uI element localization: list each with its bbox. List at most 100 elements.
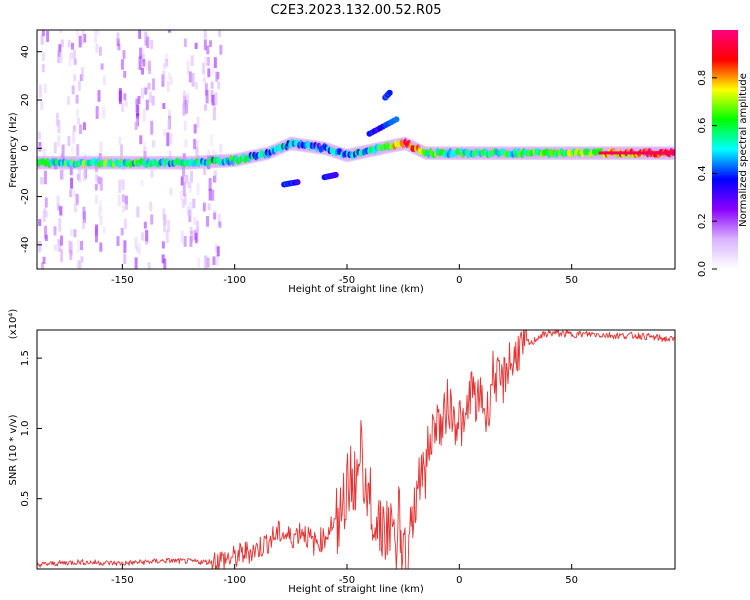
spectrogram-noise-cell <box>139 47 143 59</box>
spectrogram-noise-cell <box>183 95 187 109</box>
spectrogram-noise-cell <box>123 240 127 253</box>
spectrogram-noise-cell <box>102 106 106 119</box>
spectrogram-noise-cell <box>99 200 103 214</box>
spectrogram-noise-cell <box>204 104 208 111</box>
spectrogram-noise-cell <box>188 209 192 223</box>
spectrogram-x-tick-label: 50 <box>565 275 578 286</box>
spectrogram-noise-cell <box>67 136 71 146</box>
spectrogram-noise-cell <box>42 147 46 158</box>
spectrogram-noise-cell <box>55 112 59 126</box>
spectrogram-noise-cell <box>193 124 197 134</box>
spectrogram-noise-cell <box>69 249 73 260</box>
spectrogram-noise-cell <box>139 135 143 145</box>
spectrogram-noise-cell <box>202 202 206 212</box>
spectrogram-noise-cell <box>72 125 76 132</box>
spectrogram-noise-cell <box>73 74 77 82</box>
spectrogram-noise-cell <box>99 177 103 191</box>
spectrogram-noise-cell <box>59 206 63 216</box>
spectrogram-noise-cell <box>69 189 73 198</box>
snr-y-multiplier: (x10⁴) <box>8 309 19 340</box>
spectrogram-noise-cell <box>207 68 211 78</box>
spectrogram-noise-cell <box>190 230 194 242</box>
spectrogram-noise-cell <box>41 64 45 73</box>
spectrogram-noise-cell <box>169 76 173 86</box>
spectrogram-noise-cell <box>77 80 81 92</box>
spectrogram-noise <box>37 30 223 269</box>
spectrogram-noise-cell <box>218 221 222 228</box>
colorbar-label: Normalized spectral amplitude <box>738 73 749 227</box>
spectrogram-noise-cell <box>141 232 145 241</box>
spectrogram-noise-cell <box>206 257 210 268</box>
spectrogram-noise-cell <box>70 42 74 50</box>
spectrogram-noise-cell <box>166 132 170 147</box>
colorbar-tick-label: 0.0 <box>697 261 708 277</box>
spectrogram-noise-cell <box>213 170 217 182</box>
spectrogram-noise-cell <box>43 170 47 185</box>
spectrogram-noise-cell <box>40 100 44 111</box>
spectrogram-x-tick-label: -50 <box>339 275 355 286</box>
snr-x-tick-label: 0 <box>456 575 462 586</box>
spectrogram-noise-cell <box>72 49 76 60</box>
spectrogram-noise-cell <box>67 96 71 105</box>
spectrogram-noise-cell <box>184 100 188 114</box>
spectrogram-noise-cell <box>182 182 186 197</box>
spectrogram-noise-cell <box>95 105 99 119</box>
spectrogram-x-tick-label: 0 <box>456 275 462 286</box>
spectrogram-noise-cell <box>186 93 190 105</box>
spectrogram-noise-cell <box>150 120 154 135</box>
snr-y-tick-label: 1.0 <box>20 420 31 436</box>
spectrogram-noise-cell <box>58 218 62 232</box>
spectrogram-noise-cell <box>76 108 80 118</box>
colorbar-tick-label: 0.2 <box>697 213 708 229</box>
spectrogram-noise-cell <box>146 36 150 49</box>
spectrogram-noise-cell <box>166 81 170 92</box>
figure-title: C2E3.2023.132.00.52.R05 <box>270 3 441 18</box>
spectrogram-feature-cell <box>332 171 339 178</box>
spectrogram-noise-cell <box>169 133 173 145</box>
spectrogram-noise-cell <box>70 177 74 189</box>
spectrogram-noise-cell <box>197 257 201 268</box>
spectrogram-noise-cell <box>75 194 79 204</box>
spectrogram-noise-cell <box>138 242 142 256</box>
spectrogram-noise-cell <box>69 165 73 176</box>
spectrogram-noise-cell <box>193 216 197 226</box>
colorbar-strip <box>712 30 738 269</box>
spectrogram-noise-cell <box>53 142 57 154</box>
spectrogram-noise-cell <box>43 83 47 94</box>
spectrogram-y-ticks: -40 -20 0 20 40 <box>20 45 42 253</box>
spectrogram-noise-cell <box>217 81 221 90</box>
spectrogram-noise-cell <box>117 194 121 206</box>
spectrogram-y-tick-label: -40 <box>20 237 31 253</box>
snr-y-ticks: 0.5 1.0 1.5 <box>20 350 42 507</box>
spectrogram-noise-cell <box>194 82 198 90</box>
spectrogram-noise-cell <box>69 241 73 256</box>
spectrogram-noise-cell <box>121 204 125 213</box>
spectrogram-noise-cell <box>196 220 200 234</box>
spectrogram-noise-cell <box>117 43 121 51</box>
spectrogram-noise-cell <box>82 122 86 131</box>
spectrogram-noise-cell <box>80 240 84 251</box>
spectrogram-feature-cell <box>386 89 393 96</box>
colorbar-ticks: 0.0 0.2 0.4 0.6 0.8 <box>697 70 717 277</box>
spectrogram-noise-cell <box>57 204 61 211</box>
spectrogram-noise-cell <box>208 188 212 201</box>
spectrogram-noise-cell <box>150 214 154 225</box>
spectrogram-noise-cell <box>182 163 186 177</box>
spectrogram-noise-cell <box>99 242 103 252</box>
spectrogram-noise-cell <box>205 89 209 104</box>
spectrogram-noise-cell <box>183 193 187 206</box>
snr-x-ticks: -150 -100 -50 0 50 <box>111 564 578 586</box>
spectrogram-noise-cell <box>212 256 216 266</box>
spectrogram-noise-cell <box>60 39 64 48</box>
spectrogram-noise-cell <box>208 178 212 192</box>
spectrogram-noise-cell <box>191 73 195 87</box>
spectrogram-noise-cell <box>151 95 155 106</box>
spectrogram-noise-cell <box>202 62 206 75</box>
spectrogram-noise-cell <box>57 238 61 246</box>
spectrogram-noise-cell <box>145 62 149 70</box>
spectrogram-noise-cell <box>42 256 46 264</box>
spectrogram-noise-cell <box>40 35 44 45</box>
spectrogram-noise-cell <box>76 30 80 37</box>
spectrogram-noise-cell <box>37 131 41 140</box>
